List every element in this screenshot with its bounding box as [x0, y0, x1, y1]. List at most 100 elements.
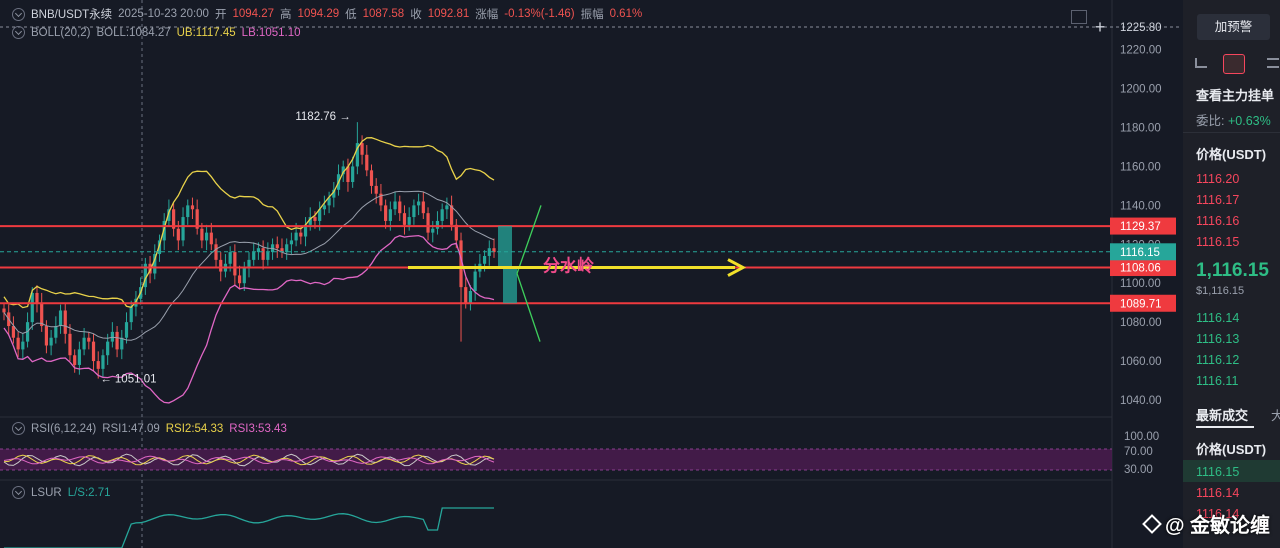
highlight-box-lower — [503, 267, 517, 304]
candle-body — [91, 341, 96, 362]
boll-mid: BOLL:1084.27 — [96, 26, 171, 39]
orderbook-view-icons — [1193, 54, 1280, 76]
candle-body — [393, 201, 397, 210]
add-level-button[interactable]: + — [1094, 17, 1106, 37]
candle-body — [412, 205, 416, 218]
chart-area[interactable]: 1220.001200.001180.001160.001140.001120.… — [0, 0, 1183, 548]
open-label: 开 — [214, 9, 227, 21]
last-price: 1,116.15 — [1196, 260, 1269, 281]
change-label: 涨幅 — [475, 9, 499, 21]
candle-body — [468, 291, 473, 303]
ask-row[interactable]: 1116.17 — [1196, 193, 1240, 207]
rsi-band — [0, 449, 1112, 470]
datetime-label: 2025-10-23 20:00 — [118, 8, 209, 20]
trade-row: 1116.14 — [1196, 507, 1240, 521]
level-tag — [1110, 217, 1176, 235]
candle-body — [431, 228, 435, 233]
ask-row[interactable]: 1116.15 — [1196, 235, 1240, 249]
candle-body — [190, 205, 195, 210]
lsur-value: L/S:2.71 — [67, 486, 111, 499]
right-panel: 加预警 查看主力挂单 委比: +0.63% 价格(USDT) 1116.20 1… — [1183, 0, 1280, 548]
candle-body — [219, 259, 223, 272]
boll-upper-line — [3, 137, 495, 309]
lsur-line — [4, 507, 494, 548]
lsur-toggle-icon[interactable] — [12, 486, 25, 499]
ohlc-header: BNB/USDT永续 2025-10-23 20:00 开 1094.27 高 10… — [12, 6, 642, 22]
boll-toggle-icon[interactable] — [12, 26, 25, 39]
tab-large-trades[interactable]: 大 — [1271, 409, 1280, 423]
price-header: 价格(USDT) — [1196, 147, 1267, 162]
low-value: 1087.58 — [362, 8, 405, 20]
change-value: -0.13%(-1.46) — [504, 8, 575, 20]
candle-body — [435, 220, 440, 229]
candle-body — [16, 337, 20, 350]
candle-body — [73, 355, 77, 365]
expand-icon[interactable] — [1071, 10, 1087, 24]
candle-body — [374, 185, 378, 194]
orderbook-bids-icon[interactable] — [1267, 58, 1279, 68]
candle-body — [247, 259, 251, 268]
candle-body — [176, 228, 180, 241]
candle-body — [384, 205, 388, 221]
binance-square-icon — [1142, 513, 1162, 534]
lsur-label: LSUR — [31, 486, 62, 499]
bid-row[interactable]: 1116.14 — [1196, 311, 1240, 325]
rsi-tick-label: 70.00 — [1124, 446, 1153, 458]
candle-body — [195, 209, 199, 229]
rsi-tick-label: 100.00 — [1124, 431, 1159, 443]
rsi-line — [3, 453, 495, 467]
candle-body — [153, 254, 157, 274]
y-tick-label: 1140.00 — [1120, 200, 1161, 212]
annotation-arrow-head — [727, 258, 747, 277]
candle-body — [341, 166, 345, 175]
ratio-label: 委比: — [1196, 114, 1225, 128]
candle-body — [275, 244, 279, 249]
main-orders-link[interactable]: 查看主力挂单 — [1196, 88, 1275, 103]
ask-row[interactable]: 1116.20 — [1196, 172, 1240, 186]
boll-lower-line — [3, 234, 495, 404]
candle-body — [30, 292, 34, 323]
candle-body — [369, 170, 374, 186]
candle-body — [322, 205, 326, 210]
bid-row[interactable]: 1116.13 — [1196, 332, 1240, 346]
level-tag — [1110, 294, 1176, 312]
trade-highlight — [1183, 460, 1280, 482]
candle-body — [124, 322, 129, 338]
bid-row[interactable]: 1116.12 — [1196, 353, 1240, 367]
y-tick-label: 1100.00 — [1120, 278, 1161, 290]
low-label: 低 — [345, 9, 357, 21]
amp-label: 振幅 — [580, 9, 604, 21]
high-label: 高 — [280, 9, 292, 21]
candle-body — [256, 248, 261, 253]
open-value: 1094.27 — [232, 8, 275, 20]
y-tick-label: 1080.00 — [1120, 317, 1162, 329]
orderbook-both-icon[interactable] — [1195, 58, 1207, 68]
candle-body — [445, 205, 449, 210]
add-alert-button[interactable]: 加预警 — [1197, 14, 1270, 40]
candle-body — [346, 166, 350, 183]
candle-body — [68, 333, 72, 356]
candle-body — [318, 209, 322, 221]
candle-body — [44, 326, 49, 346]
rsi-label: RSI(6,12,24) — [31, 422, 97, 435]
candle-body — [360, 143, 364, 155]
annotation-text: 分水岭 — [543, 256, 594, 277]
boll-mid-line — [3, 190, 495, 341]
price-chart[interactable]: 1220.001200.001180.001160.001140.001120.… — [0, 0, 1183, 548]
candle-body — [407, 217, 411, 225]
bid-row[interactable]: 1116.11 — [1196, 374, 1239, 388]
orderbook-asks-icon[interactable] — [1223, 54, 1245, 74]
candle-body — [426, 213, 430, 233]
rsi-toggle-icon[interactable] — [12, 422, 25, 435]
tab-latest-trades[interactable]: 最新成交 — [1196, 408, 1249, 423]
tab-underline — [1196, 426, 1254, 428]
y-tick-label: 1040.00 — [1120, 395, 1162, 407]
boll-ub: UB:1117.45 — [176, 26, 236, 39]
symbol-label: BNB/USDT永续 — [31, 9, 113, 21]
high-value: 1094.29 — [297, 8, 340, 20]
amp-value: 0.61% — [609, 8, 643, 20]
ask-row[interactable]: 1116.16 — [1196, 214, 1240, 228]
collapse-icon[interactable] — [12, 7, 25, 21]
candle-body — [440, 209, 444, 221]
divider — [1183, 132, 1280, 133]
